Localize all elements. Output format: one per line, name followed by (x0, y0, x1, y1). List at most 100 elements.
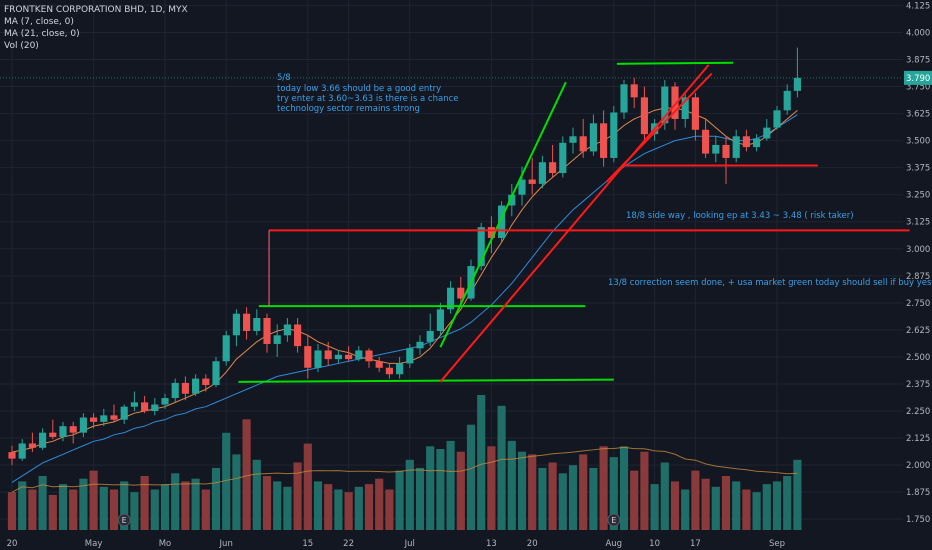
candle-body (702, 129, 710, 154)
note1-line1: 5/8 (277, 73, 291, 83)
time-tick-label: Aug (605, 539, 622, 549)
volume-bar (344, 492, 353, 530)
candle-body (243, 313, 251, 331)
volume-bar (711, 486, 720, 530)
time-tick-label: 17 (690, 539, 701, 549)
candle-body (773, 110, 781, 128)
candle-body (365, 350, 373, 362)
support-line-green (238, 378, 614, 383)
volume-bar (171, 473, 180, 530)
candle-body (59, 426, 67, 437)
volume-bar (589, 467, 598, 530)
candle-body (181, 382, 189, 394)
price-tick-label: 4.000 (906, 28, 930, 38)
volume-bar (456, 451, 465, 530)
candle-body (793, 77, 801, 91)
candle-body (436, 309, 444, 331)
price-tick-label: 2.750 (906, 299, 930, 309)
volume-bar (783, 476, 792, 530)
volume-ma-line (11, 446, 798, 493)
candle-body (212, 361, 220, 386)
price-tick-label: 2.250 (906, 407, 930, 417)
volume-bar (334, 489, 343, 530)
volume-bar (405, 459, 414, 530)
note3: 13/8 correction seem done, + usa market … (608, 278, 932, 288)
candle-body (192, 378, 200, 394)
candle-body (722, 144, 730, 158)
volume-bar (181, 481, 190, 530)
ma21-line (11, 114, 798, 483)
trend-annotations (238, 61, 910, 383)
volume-bar (599, 446, 608, 530)
candle-body (600, 123, 608, 158)
volume-bar (466, 424, 476, 530)
candle-body (640, 97, 648, 135)
volume-bar (201, 489, 210, 530)
candle-body (508, 194, 516, 206)
candle-body (538, 162, 546, 184)
volume-bar (89, 470, 98, 530)
price-tick-label: 2.875 (906, 272, 930, 282)
volume-bar (324, 484, 333, 530)
time-tick-label: 22 (343, 539, 354, 549)
volume-bar (364, 484, 374, 530)
volume-bar (283, 486, 292, 530)
candle-body (671, 86, 679, 119)
uptrend-line-red (439, 64, 710, 383)
price-tick-label: 2.500 (906, 353, 930, 363)
candle-body (100, 415, 108, 422)
volume-bar (609, 457, 618, 530)
candle-body (141, 402, 149, 412)
note1-line2: today low 3.66 should be a good entry (277, 84, 441, 94)
volume-bar (79, 478, 88, 530)
candle-body (457, 287, 465, 299)
ma21-legend: MA (21, close, 0) (4, 29, 80, 39)
note1-line3: try enter at 3.60~3.63 is there is a cha… (277, 94, 459, 104)
candle-body (90, 417, 98, 422)
candle-body (39, 432, 47, 448)
candle-body (569, 136, 577, 143)
candle-body (345, 354, 353, 360)
volume-bar (7, 492, 17, 530)
candle-body (161, 398, 169, 405)
volume-bar (395, 470, 404, 530)
volume-bar (354, 486, 363, 530)
volume-bar (691, 470, 700, 530)
volume-bar (619, 446, 629, 530)
volume-bar (436, 449, 445, 530)
candle-body (253, 318, 261, 331)
price-tick-label: 2.000 (906, 461, 930, 471)
candle-body (28, 443, 36, 448)
candle-body (18, 443, 26, 459)
volume-bar (721, 476, 731, 530)
volume-bar (385, 489, 394, 530)
candle-body (375, 361, 383, 368)
price-tick-label: 3.375 (906, 164, 930, 174)
grid-lines (0, 0, 903, 530)
volume-bar (191, 478, 200, 530)
volume-bar (793, 459, 802, 530)
volume-bar (568, 465, 578, 530)
volume-bar (660, 462, 669, 530)
volume-bar (313, 481, 323, 530)
candle-body (549, 162, 557, 174)
candle-body (8, 452, 16, 459)
price-tick-label: 1.875 (906, 488, 930, 498)
top-line-green (616, 61, 734, 65)
time-tick-label: Mo (159, 539, 172, 549)
candle-body (79, 417, 87, 433)
candle-body (120, 406, 128, 420)
candle-body (681, 97, 689, 119)
volume-bar (18, 481, 27, 530)
volume-bar (222, 432, 231, 530)
chart-legend: FRONTKEN CORPORATION BHD, 1D, MYX MA (7,… (4, 4, 188, 52)
candle-body (263, 318, 271, 344)
earnings-marker-icon (117, 513, 131, 527)
time-axis[interactable]: 20 May Mo Jun 15 22 Jul 13 20 Aug 10 17 Sep E E (7, 513, 785, 549)
price-axis[interactable]: 1.750 1.875 2.000 2.125 2.250 2.375 2.500 2.625… (0, 1, 932, 525)
price-tick-label: 3.875 (906, 55, 930, 65)
volume-bar (48, 494, 57, 530)
earnings-marker-icon (607, 513, 621, 527)
